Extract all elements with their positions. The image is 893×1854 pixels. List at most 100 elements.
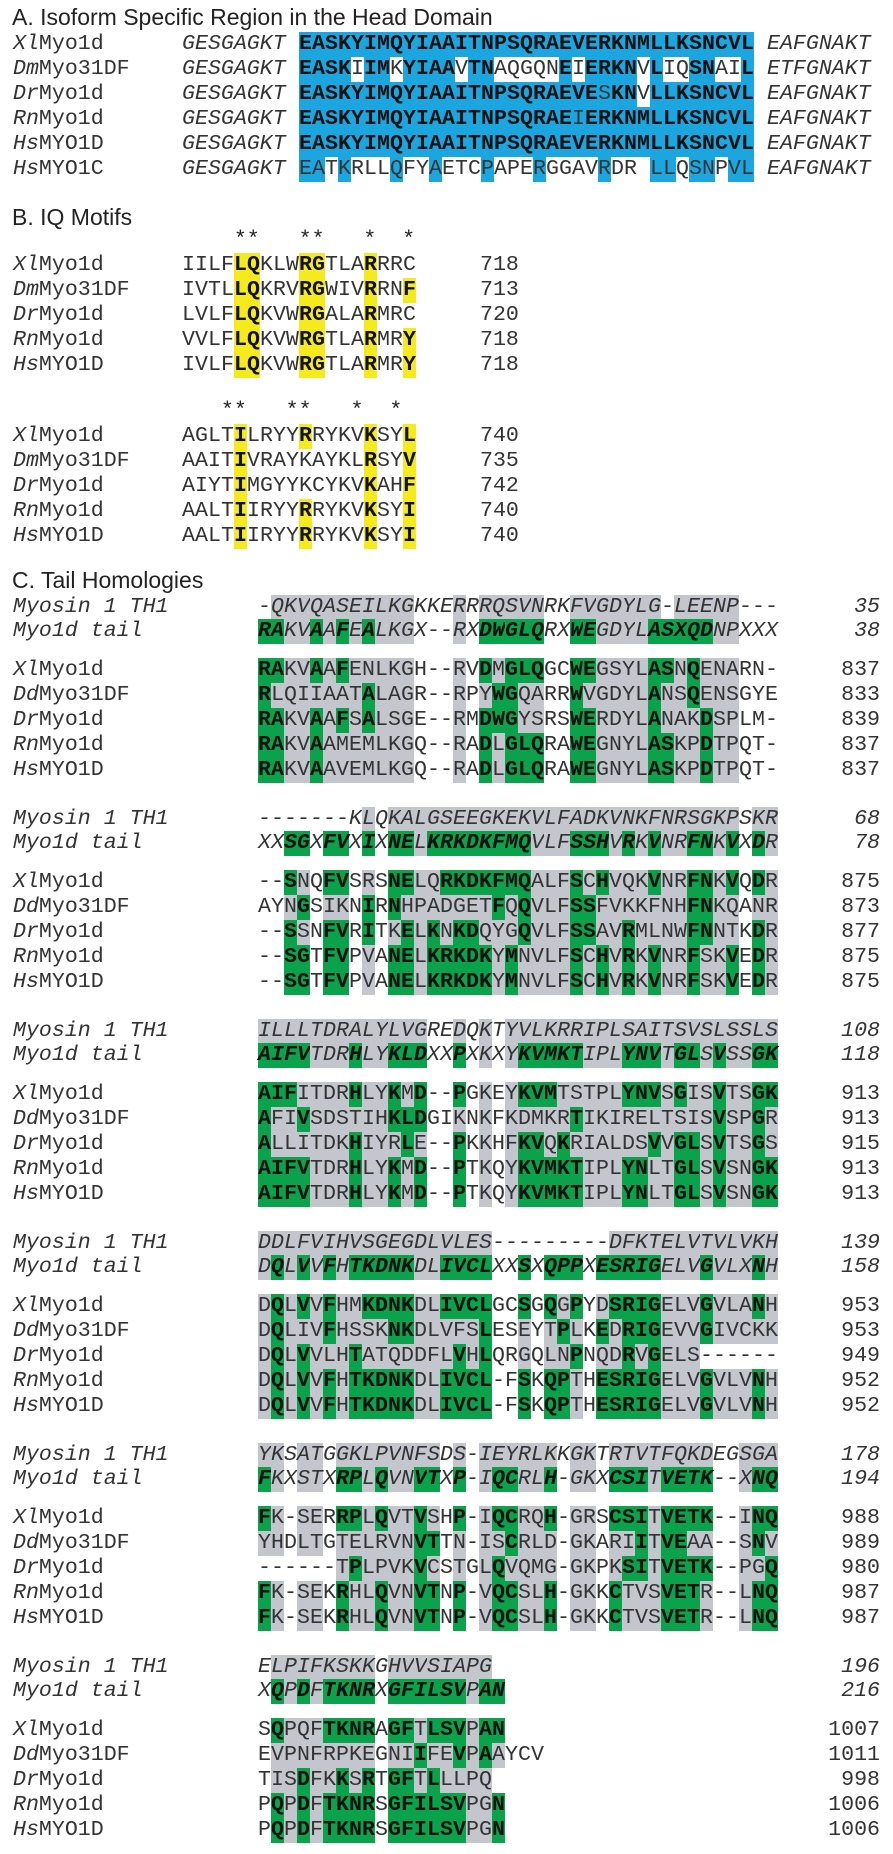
residue: Y (258, 1530, 271, 1556)
residue: R (258, 618, 271, 644)
residue: R (765, 919, 778, 945)
residue: R (336, 1081, 349, 1107)
residue: A (442, 56, 455, 82)
residue: K (479, 1081, 492, 1107)
residue: Y (375, 1018, 388, 1044)
residue: N (349, 894, 362, 919)
residue: A (312, 448, 325, 473)
residue: G (596, 594, 609, 620)
residue: K (635, 869, 648, 895)
residue: P (258, 1817, 271, 1842)
gene-name: Myo1d (38, 1156, 104, 1181)
residue: H (336, 1293, 349, 1319)
residue: A (375, 944, 388, 969)
residue: I (297, 1318, 310, 1344)
residue: G (648, 1254, 661, 1280)
residue: L (713, 1018, 726, 1044)
sequence: --SGTFVPVANELKRKDKYMNVLFSCHVRKVNRFSKVEDR (258, 969, 778, 995)
residue: Y (622, 618, 635, 644)
sequence: YHDLTGTELRVNVTTN-ISCRLD-GKARIITVEAA--SNV (258, 1530, 778, 1556)
gene-name: Myo1d (38, 1767, 104, 1792)
residue: I (297, 682, 310, 708)
gene-name: MYO1D (38, 1817, 104, 1842)
residue: V (453, 1817, 466, 1843)
residue: - (726, 1605, 739, 1630)
residue: G (479, 1817, 492, 1843)
residue: S (622, 1466, 635, 1492)
residue: S (518, 1254, 531, 1280)
residue: H (674, 894, 687, 920)
sequence-name: DrMyo1d (13, 708, 104, 733)
residue-number: 718 (480, 327, 519, 352)
residue: P (726, 757, 739, 783)
residue: A (258, 1042, 271, 1068)
residue: D (479, 707, 492, 733)
residue: Q (310, 594, 323, 620)
residue: - (557, 1605, 570, 1630)
residue: G (505, 657, 518, 683)
residue: - (739, 1343, 752, 1368)
residue: V (401, 1654, 414, 1680)
residue: P (284, 1742, 297, 1768)
residue-number: 720 (480, 302, 519, 327)
myo1d-consensus-row: Myo1d tail FKXSTXRPLQVNVTXP-IQCRLH-GKXCSI… (0, 1466, 893, 1492)
residue: Y (351, 81, 364, 107)
residue: I (338, 277, 351, 302)
residue: T (687, 1605, 700, 1631)
residue: G (312, 252, 325, 278)
residue: P (284, 1792, 297, 1818)
residue: M (401, 1156, 414, 1182)
residue: I (182, 277, 195, 302)
flank-left: GESGAGKT (182, 156, 286, 181)
gene-name: Myo31DF (38, 56, 130, 81)
tail-alignment-row: XlMyo1d DQLVVFHMKDNKDLIVCLGCSGQGPYDSRIGEL… (0, 1293, 893, 1319)
residue: I (414, 1792, 427, 1818)
residue: F (505, 1393, 518, 1418)
residue: L (401, 1131, 414, 1157)
residue: Q (520, 81, 533, 107)
residue-number: 216 (841, 1678, 880, 1703)
residue: F (323, 919, 336, 945)
sequence: PQPDFTKNRSGFILSVPGN (258, 1817, 505, 1843)
residue: V (713, 1368, 726, 1394)
sequence: RAKVAAFEALKGX--RXDWGLQRXWEGDYLASXQDNPXXX (258, 618, 778, 644)
residue: T (310, 944, 323, 969)
residue: A (739, 894, 752, 919)
residue: G (260, 473, 273, 498)
residue: K (336, 1678, 349, 1704)
residue: Q (414, 757, 427, 782)
residue: K (271, 1580, 284, 1606)
residue: V (739, 1230, 752, 1256)
residue: S (377, 523, 390, 548)
residue: L (741, 31, 754, 57)
residue: D (258, 1254, 271, 1280)
residue: A (375, 969, 388, 994)
residue: G (492, 1293, 505, 1318)
residue: K (338, 131, 351, 157)
residue: L (674, 1343, 687, 1369)
residue: A (494, 56, 507, 81)
residue: M (466, 707, 479, 732)
species-prefix: Dr (13, 1343, 39, 1368)
residue: N (661, 869, 674, 895)
residue: N (349, 1717, 362, 1743)
residue: G (401, 618, 414, 644)
residue: R (518, 1466, 531, 1492)
residue: E (299, 81, 312, 107)
th1-reference-row: Myosin 1 TH1 -QKVQASEILKGKKERRRQSVNRKFVGD… (0, 594, 893, 620)
residue: F (323, 969, 336, 995)
sequence-name: DmMyo31DF (13, 57, 130, 82)
residue: K (375, 1318, 388, 1344)
species-prefix: Xl (13, 252, 39, 277)
residue: I (416, 131, 429, 157)
residue: I (234, 423, 247, 449)
gene-name: MYO1D (38, 523, 104, 548)
residue: L (427, 1318, 440, 1344)
residue: L (687, 1181, 700, 1207)
residue: D (323, 1081, 336, 1107)
residue: Y (622, 757, 635, 783)
residue: N (622, 806, 635, 832)
sequence-name: DrMyo1d (13, 1132, 104, 1157)
residue: K (336, 894, 349, 920)
residue: V (572, 81, 585, 107)
